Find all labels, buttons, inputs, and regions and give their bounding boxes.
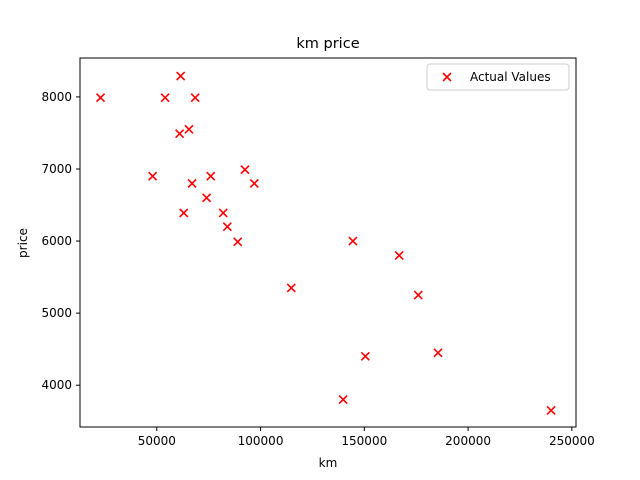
data-point bbox=[413, 290, 423, 300]
y-tick-label: 5000 bbox=[41, 306, 72, 320]
data-point bbox=[249, 178, 259, 188]
y-tick-label: 8000 bbox=[41, 90, 72, 104]
data-point bbox=[433, 348, 443, 358]
data-point bbox=[222, 222, 232, 232]
data-point bbox=[240, 165, 250, 175]
legend-marker-x bbox=[442, 72, 452, 82]
legend: Actual Values bbox=[426, 63, 570, 91]
x-tick-label: 150000 bbox=[341, 434, 387, 448]
x-tick-label: 100000 bbox=[238, 434, 284, 448]
data-points bbox=[95, 71, 556, 415]
legend-label: Actual Values bbox=[470, 70, 551, 84]
plot-area bbox=[79, 57, 577, 428]
x-axis: 50000 100000 150000 200000 250000 bbox=[138, 427, 595, 448]
y-tick-label: 4000 bbox=[41, 378, 72, 392]
y-tick-label: 7000 bbox=[41, 162, 72, 176]
legend-marker-glyph bbox=[442, 72, 452, 82]
data-point bbox=[546, 405, 556, 415]
data-point bbox=[348, 236, 358, 246]
data-point bbox=[95, 93, 106, 103]
data-point bbox=[160, 93, 170, 103]
data-point bbox=[338, 395, 348, 405]
y-axis: 4000 5000 6000 7000 8000 bbox=[41, 90, 80, 392]
data-point bbox=[175, 129, 185, 139]
x-tick-label: 200000 bbox=[445, 434, 491, 448]
data-point bbox=[286, 283, 296, 293]
y-tick-label: 6000 bbox=[41, 234, 72, 248]
x-axis-label: km bbox=[319, 456, 338, 470]
data-point bbox=[187, 178, 197, 188]
data-point bbox=[148, 171, 158, 181]
legend-box bbox=[426, 63, 570, 91]
data-point bbox=[179, 208, 189, 218]
data-point bbox=[190, 93, 200, 103]
x-tick-label: 50000 bbox=[138, 434, 176, 448]
data-point bbox=[206, 171, 216, 181]
chart-title: km price bbox=[296, 36, 359, 52]
data-point bbox=[233, 237, 243, 247]
data-point bbox=[218, 208, 228, 218]
y-axis-label: price bbox=[16, 228, 30, 258]
data-point bbox=[202, 193, 212, 203]
x-tick-label: 250000 bbox=[549, 434, 595, 448]
data-point bbox=[184, 124, 194, 134]
data-point bbox=[360, 351, 370, 361]
data-point bbox=[176, 71, 186, 81]
data-point bbox=[394, 250, 404, 261]
